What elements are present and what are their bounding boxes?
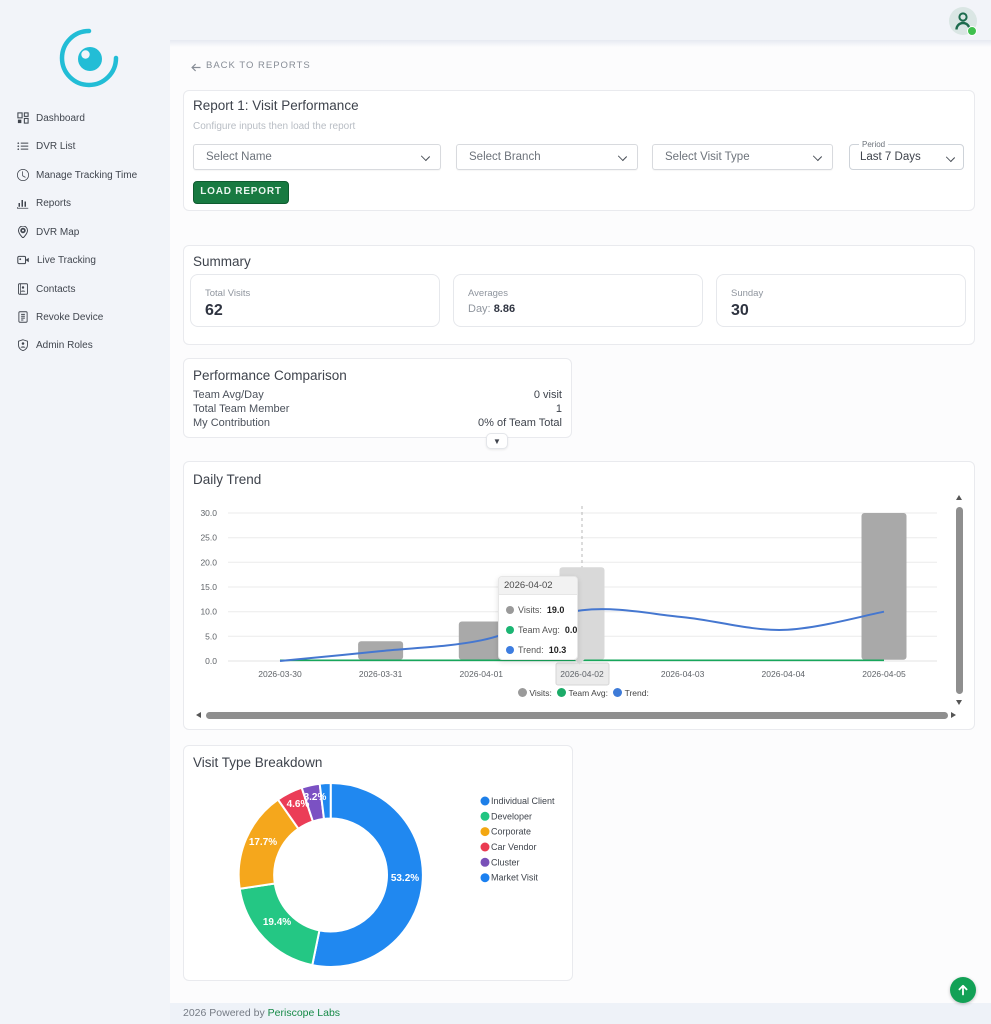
svg-text:19.4%: 19.4% xyxy=(263,917,291,928)
svg-text:2026-03-30: 2026-03-30 xyxy=(258,669,302,679)
svg-text:3.2%: 3.2% xyxy=(304,792,327,803)
svg-text:2026-04-02: 2026-04-02 xyxy=(560,669,604,679)
svg-text:Car Vendor: Car Vendor xyxy=(491,842,537,852)
svg-text:Developer: Developer xyxy=(491,811,532,821)
svg-text:4.6%: 4.6% xyxy=(287,799,310,810)
svg-text:17.7%: 17.7% xyxy=(249,837,277,848)
svg-text:15.0: 15.0 xyxy=(200,582,217,592)
svg-text:Market Visit: Market Visit xyxy=(491,873,538,883)
svg-text:2026-04-03: 2026-04-03 xyxy=(661,669,705,679)
svg-text:Corporate: Corporate xyxy=(491,827,531,837)
svg-text:2026-03-31: 2026-03-31 xyxy=(359,669,403,679)
svg-text:53.2%: 53.2% xyxy=(391,873,419,884)
svg-text:25.0: 25.0 xyxy=(200,533,217,543)
svg-text:0.0: 0.0 xyxy=(205,656,217,666)
svg-text:2026-04-05: 2026-04-05 xyxy=(862,669,906,679)
svg-text:Individual Client: Individual Client xyxy=(491,796,555,806)
svg-text:5.0: 5.0 xyxy=(205,631,217,641)
svg-text:30.0: 30.0 xyxy=(200,508,217,518)
svg-text:2026-04-04: 2026-04-04 xyxy=(762,669,806,679)
svg-text:Cluster: Cluster xyxy=(491,857,520,867)
svg-text:10.0: 10.0 xyxy=(200,607,217,617)
svg-text:20.0: 20.0 xyxy=(200,557,217,567)
svg-text:2026-04-01: 2026-04-01 xyxy=(460,669,504,679)
